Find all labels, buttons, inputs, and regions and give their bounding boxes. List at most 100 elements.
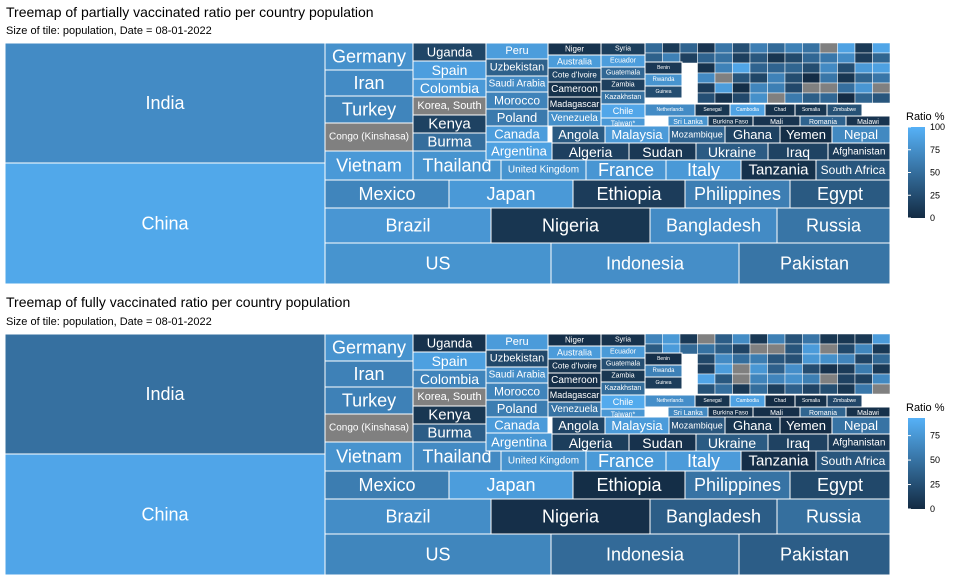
tile-label-cote-d-ivoire: Cote d'Ivoire [552,71,597,80]
tile-label-afghanistan: Afghanistan [833,147,886,158]
tile-label-mexico: Mexico [358,475,415,495]
tile-label-egypt: Egypt [817,184,863,204]
tile-india [4,42,326,164]
tile-south-africa [815,159,891,181]
tile-label-afghanistan: Afghanistan [833,438,886,449]
tile-small-country [784,343,803,355]
tile-label-yemen: Yemen [786,127,826,142]
tile-small-country [767,333,786,345]
tile-small-country [802,383,821,395]
tile-label-burma: Burma [427,134,472,151]
tile-label-syria: Syria [615,46,631,53]
tile-small-country [644,333,663,345]
tile-small-country [854,373,873,385]
tile-small-country [784,42,803,54]
tile-label-guatemala: Guatemala [606,361,640,368]
tile-pakistan [738,533,891,576]
chart-title-partial: Treemap of partially vaccinated ratio pe… [6,4,374,20]
tile-small-country [714,72,733,84]
tile-small-country [732,343,751,355]
tile-label-ethiopia: Ethiopia [596,475,662,495]
tile-small-country [767,353,786,365]
tile-iran [324,360,414,388]
tile-label-taiwan: Taiwan* [611,121,636,128]
tile-small-country [802,82,821,94]
tile-label-mozambique: Mozambique [671,130,723,140]
tile-small-country [732,92,751,104]
tile-small-country [872,62,891,74]
tile-small-country [767,52,786,64]
tile-small-country [697,363,716,375]
tile-label-cambodia: Cambodia [736,398,759,404]
tile-label-sudan: Sudan [642,435,682,451]
tile-small-country [749,52,768,64]
tile-label-ukraine: Ukraine [708,435,756,451]
tile-small-country [819,42,838,54]
tile-label-guatemala: Guatemala [606,70,640,77]
tile-label-malawi: Malawi [857,410,879,417]
tile-small-country [854,72,873,84]
tile-small-country [784,373,803,385]
tile-label-south-africa: South Africa [821,163,886,177]
treemap-fully-vaccinated: India China US Indonesia Pakistan Brazil Niger… [4,333,945,576]
tile-label-ecuador: Ecuador [610,349,637,356]
tile-small-country [837,333,856,345]
tile-small-country [662,333,681,345]
tile-small-country [697,383,716,395]
tile-label-mexico: Mexico [358,184,415,204]
tile-united-kingdom [500,159,587,181]
tile-label-sudan: Sudan [642,144,682,160]
legend-tick-label: 0 [930,213,935,223]
tile-small-country [714,333,733,345]
tile-russia [776,207,891,244]
tile-nigeria [490,207,651,244]
tile-egypt [789,470,891,500]
tile-label-us: US [425,545,450,565]
tile-label-mali: Mali [770,119,783,126]
tile-small-country [749,383,768,395]
tile-small-country [837,353,856,365]
tile-label-venezuela: Venezuela [551,404,598,415]
tile-ethiopia [572,179,686,209]
tile-label-canada: Canada [494,418,540,433]
tile-label-chile: Chile [613,106,634,116]
tile-small-country [697,42,716,54]
tile-label-ecuador: Ecuador [610,58,637,65]
tile-small-country [767,343,786,355]
tile-small-country [679,42,698,54]
tile-small-country [872,92,891,104]
tile-label-benin: Benin [657,356,670,362]
tile-us [324,242,552,285]
tile-label-united-kingdom: United Kingdom [508,165,579,176]
tile-small-country [802,333,821,345]
tile-label-uganda: Uganda [427,336,473,351]
legend-tick-label: 50 [930,455,940,465]
tile-label-kenya: Kenya [428,407,471,424]
tile-label-zimbabwe: Zimbabwe [833,398,856,404]
tile-label-iran: Iran [353,364,384,384]
tile-small-country [819,373,838,385]
tile-small-country [644,42,663,54]
tile-small-country [854,62,873,74]
tile-label-cote-d-ivoire: Cote d'Ivoire [552,362,597,371]
tile-small-country [819,82,838,94]
tile-label-congo-kinshasa: Congo (Kinshasa) [329,423,409,434]
tile-small-country [697,72,716,84]
tile-small-country [784,92,803,104]
tile-small-country [749,333,768,345]
tile-label-morocco: Morocco [494,385,540,399]
tile-label-brazil: Brazil [385,216,430,236]
tile-label-cameroon: Cameroon [551,375,598,386]
tile-small-country [749,92,768,104]
tile-label-peru: Peru [505,45,528,57]
legend-tick-label: 25 [930,190,940,200]
tile-small-country [837,62,856,74]
tile-small-country [679,52,698,64]
tile-label-yemen: Yemen [786,418,826,433]
tile-small-country [784,383,803,395]
tile-label-indonesia: Indonesia [606,254,685,274]
tile-label-sri-lanka: Sri Lanka [673,410,703,417]
tile-small-country [732,72,751,84]
tile-label-chad: Chad [774,398,786,404]
tile-small-country [784,333,803,345]
